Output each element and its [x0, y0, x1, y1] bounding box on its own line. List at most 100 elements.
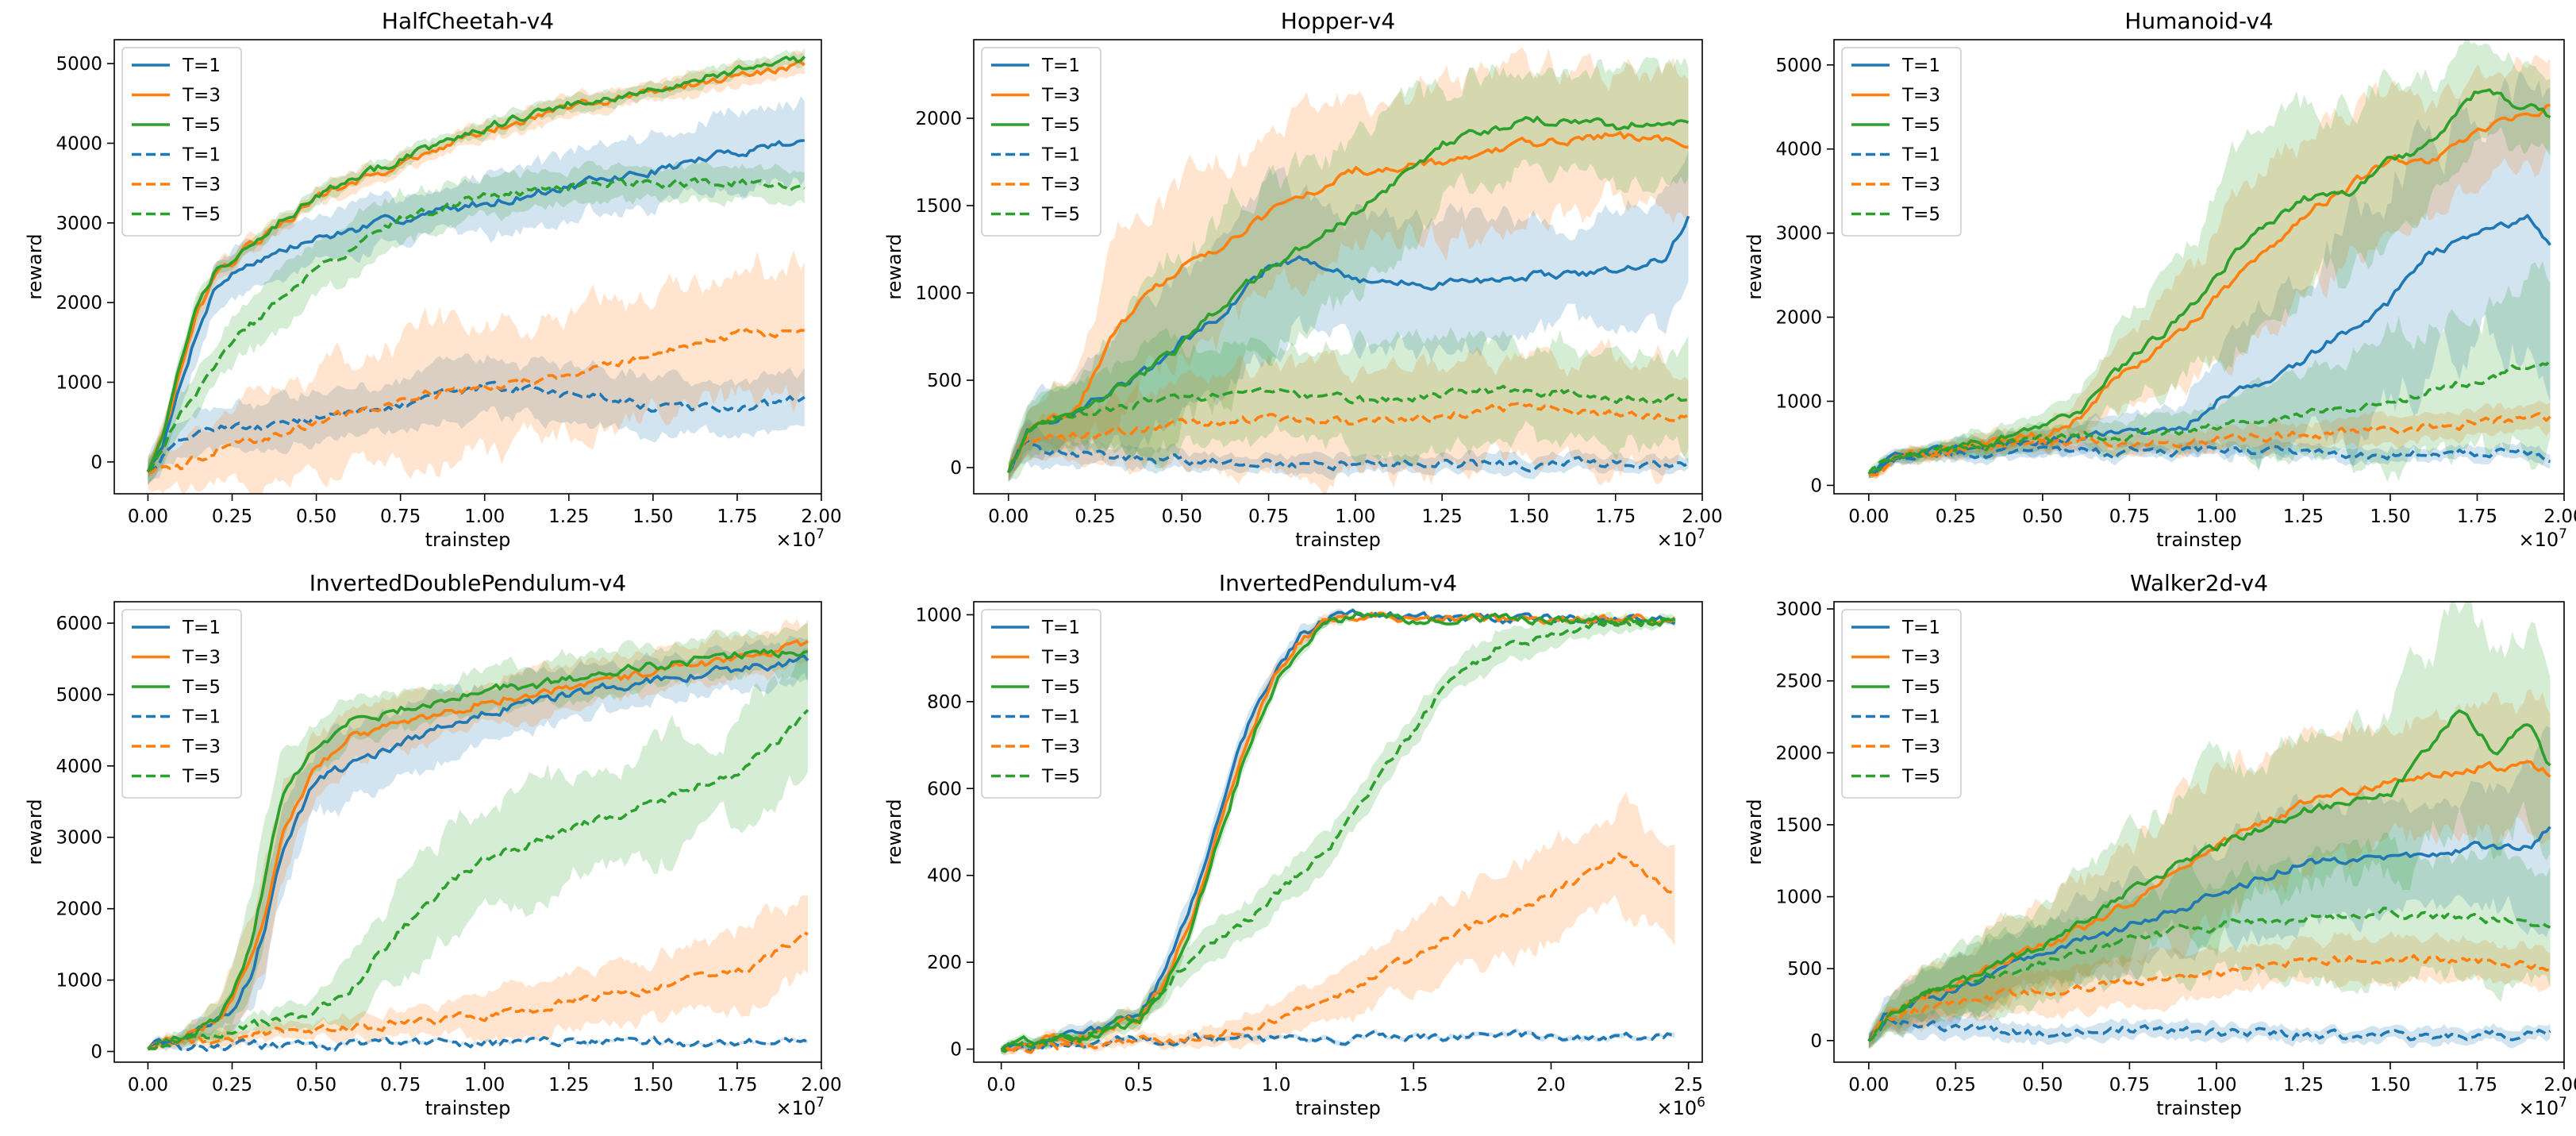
y-axis-label: reward	[1744, 799, 1766, 865]
series-line	[1867, 826, 2551, 1042]
legend-label: T=1	[182, 145, 221, 166]
series-band	[1008, 47, 1689, 483]
legend-label: T=5	[1041, 767, 1080, 787]
series-line	[146, 56, 806, 472]
axes-frame	[973, 39, 1703, 495]
legend: T=1 T=3 T=5 T=1 T=3 T=5	[981, 609, 1102, 799]
plot-area	[1867, 40, 2551, 483]
x-tick-label: 1.5	[1399, 1075, 1428, 1096]
x-tick-label: 0.75	[2109, 506, 2150, 527]
series-band	[1868, 689, 2551, 1048]
x-axis-label: trainstep	[1295, 1097, 1381, 1119]
legend-label: T=3	[1041, 737, 1080, 757]
y-tick-label: 1000	[1775, 888, 1822, 908]
subplot-4: 0.00 0.25 0.50 0.75 1.00 1.25 1.50 1.75 2.00 0 100…	[24, 570, 842, 1119]
x-offset-text: ×107	[2519, 526, 2567, 551]
legend-label: T=5	[1041, 677, 1080, 698]
series-line	[1007, 384, 1689, 473]
x-tick-label: 1.50	[1509, 506, 1549, 527]
series-band	[1001, 791, 1675, 1055]
legend-label: T=1	[1901, 618, 1940, 638]
y-tick-label: 2000	[56, 899, 102, 920]
y-tick-label: 2000	[915, 109, 962, 129]
legend: T=1 T=3 T=5 T=1 T=3 T=5	[121, 609, 242, 799]
x-tick-label: 0.75	[380, 1075, 421, 1096]
subplot-1: 0.00 0.25 0.50 0.75 1.00 1.25 1.50 1.75 2.00 0 100…	[24, 8, 842, 551]
legend-label: T=5	[182, 767, 221, 787]
series-line	[147, 177, 805, 473]
x-tick-label: 0.75	[1248, 506, 1289, 527]
y-axis-label: reward	[24, 233, 46, 299]
series-band	[1008, 327, 1689, 482]
series-line	[1000, 610, 1676, 1053]
x-tick-label: 1.75	[717, 506, 757, 527]
series-line	[147, 648, 809, 1050]
legend-label: T=3	[182, 86, 221, 106]
legend-box	[981, 47, 1102, 237]
y-tick-label: 1000	[56, 373, 102, 394]
series-line	[1006, 131, 1689, 473]
y-axis-label: reward	[883, 233, 905, 299]
y-tick-label: 200	[927, 953, 962, 973]
y-tick-label: 3000	[1775, 599, 1822, 620]
x-tick-label: 0.00	[128, 506, 168, 527]
x-tick-label: 1.50	[2370, 506, 2410, 527]
legend: T=1 T=3 T=5 T=1 T=3 T=5	[1841, 47, 1962, 237]
legend-label: T=1	[1041, 56, 1080, 76]
legend-box	[981, 609, 1102, 799]
x-tick-label: 1.25	[1422, 506, 1463, 527]
x-tick-label: 0.00	[1848, 506, 1889, 527]
y-tick-label: 500	[927, 371, 962, 391]
x-tick-label: 0.25	[212, 1075, 252, 1096]
plot-area	[1867, 602, 2551, 1049]
legend-label: T=3	[182, 175, 221, 195]
x-tick-label: 1.00	[1335, 506, 1375, 527]
x-axis-label: trainstep	[2156, 1097, 2242, 1119]
y-axis-label: reward	[24, 799, 46, 865]
x-offset-text: ×107	[776, 1095, 825, 1119]
x-tick-label: 0.50	[1162, 506, 1202, 527]
legend-label: T=3	[182, 737, 221, 757]
series-band	[1868, 400, 2551, 479]
series-line	[1000, 1028, 1675, 1053]
x-tick-label: 1.25	[2283, 1075, 2324, 1096]
series-band	[1008, 56, 1689, 480]
legend-label: T=5	[182, 677, 221, 698]
legend-label: T=5	[1041, 115, 1080, 136]
subplot-2: 0.00 0.25 0.50 0.75 1.00 1.25 1.50 1.75 2.00 0 500…	[883, 8, 1723, 551]
series-band	[148, 623, 808, 1052]
x-tick-label: 1.00	[464, 506, 505, 527]
legend-label: T=5	[1901, 677, 1940, 698]
legend-label: T=3	[1041, 86, 1080, 106]
y-tick-label: 0	[1810, 1031, 1822, 1052]
legend-box	[121, 47, 242, 237]
series-line	[147, 380, 805, 473]
series-line	[148, 709, 809, 1050]
series-band	[1001, 611, 1675, 1053]
y-tick-label: 3000	[56, 214, 102, 234]
y-tick-label: 600	[927, 779, 962, 799]
series-line	[1867, 709, 2551, 1042]
legend-box	[1841, 47, 1962, 237]
chart-title: HalfCheetah-v4	[382, 8, 554, 34]
series-band	[1868, 726, 2551, 1049]
y-tick-label: 2000	[1775, 743, 1822, 764]
y-tick-label: 5000	[56, 685, 102, 706]
x-offset-text: ×107	[2519, 1095, 2567, 1119]
series-line	[146, 60, 805, 472]
y-tick-label: 800	[927, 692, 962, 713]
legend-label: T=5	[1041, 205, 1080, 225]
series-line	[1868, 88, 2551, 476]
y-tick-label: 2000	[1775, 308, 1822, 329]
x-tick-label: 2.00	[1682, 506, 1722, 527]
series-line	[1868, 103, 2551, 476]
x-tick-label: 1.00	[2196, 1075, 2236, 1096]
series-band	[1868, 602, 2551, 1048]
x-tick-label: 2.00	[801, 506, 841, 527]
legend-label: T=5	[1901, 767, 1940, 787]
chart-title: InvertedDoublePendulum-v4	[310, 570, 626, 596]
x-tick-label: 1.25	[548, 506, 589, 527]
x-tick-label: 0.25	[212, 506, 252, 527]
x-axis-label: trainstep	[425, 529, 511, 551]
axes-frame	[113, 39, 822, 495]
